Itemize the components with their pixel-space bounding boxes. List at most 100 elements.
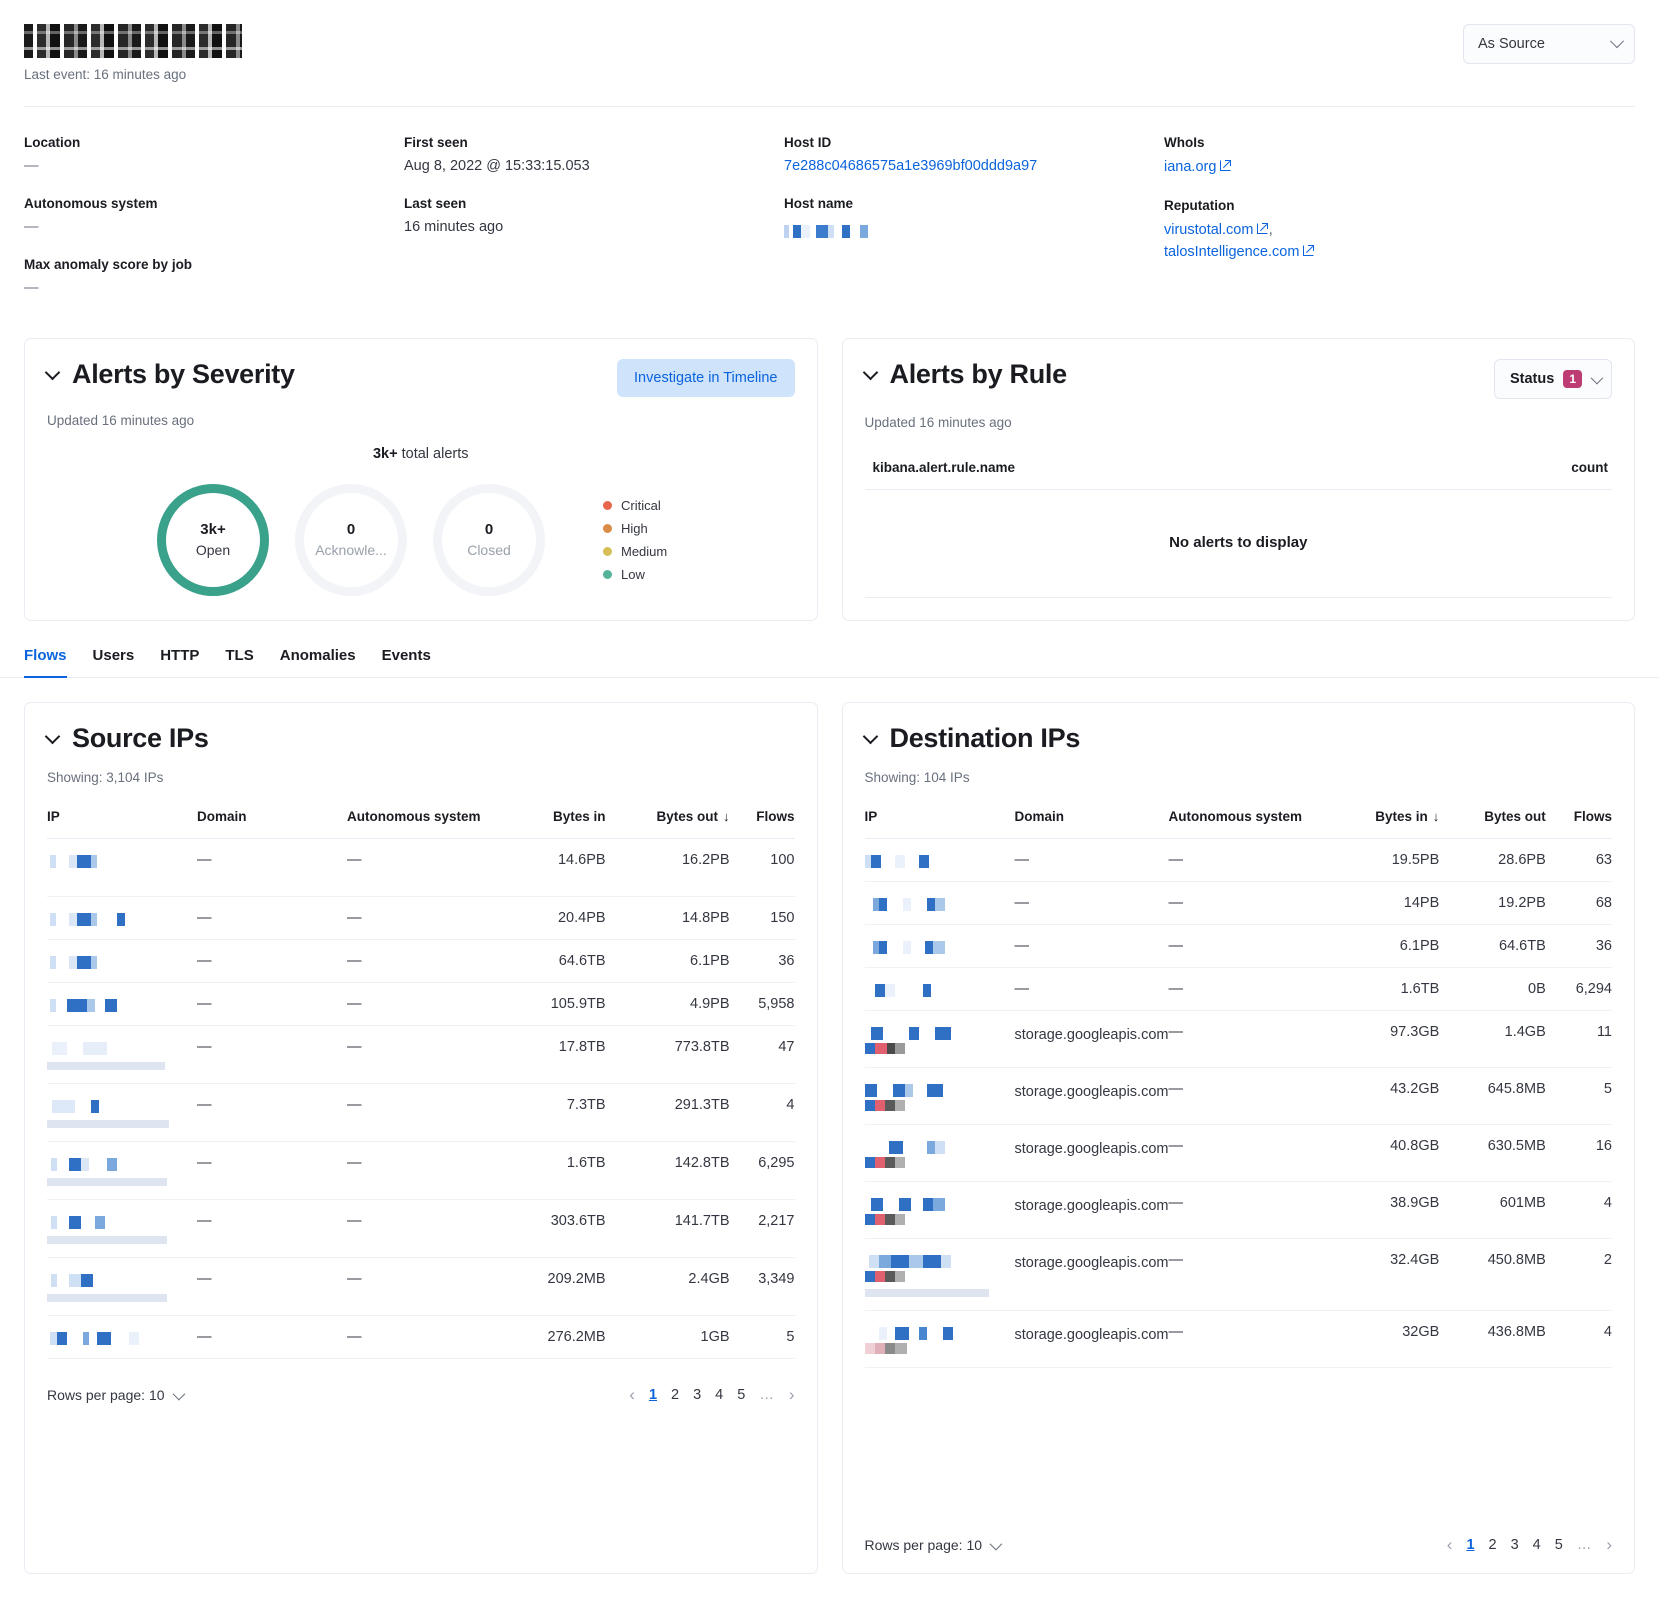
panel-title-row[interactable]: Source IPs [44, 723, 795, 754]
previous-page-button[interactable]: ‹ [1446, 1535, 1453, 1554]
table-row[interactable]: — — 19.5PB 28.6PB 63 [864, 838, 1612, 882]
page-3[interactable]: 3 [693, 1387, 702, 1403]
table-row[interactable]: — — 276.2MB 1GB 5 [47, 1315, 795, 1359]
page-1[interactable]: 1 [1466, 1537, 1475, 1553]
column-header-autonomous-system[interactable]: Autonomous system [347, 809, 507, 839]
tab-anomalies[interactable]: Anomalies [279, 647, 356, 664]
column-header-ip[interactable]: IP [864, 809, 1015, 839]
page-2[interactable]: 2 [671, 1387, 680, 1403]
table-row[interactable]: — — 303.6TB 141.7TB 2,217 [47, 1199, 795, 1258]
tab-http[interactable]: HTTP [160, 647, 200, 664]
cell-ip[interactable] [47, 1199, 197, 1258]
column-header-bytes-out[interactable]: Bytes out ↓ [605, 809, 730, 839]
page-3[interactable]: 3 [1510, 1537, 1519, 1553]
panel-title-row[interactable]: Alerts by Rule [862, 359, 1067, 390]
donut-acknowledged[interactable]: 0 Acknowle... [295, 484, 407, 596]
chevron-down-icon[interactable] [862, 728, 878, 744]
cell-ip[interactable] [47, 838, 197, 897]
panel-title-row[interactable]: Destination IPs [862, 723, 1613, 754]
column-header-domain[interactable]: Domain [197, 809, 347, 839]
chevron-down-icon[interactable] [44, 364, 61, 380]
page-4[interactable]: 4 [1532, 1537, 1541, 1553]
cell-ip[interactable] [864, 1310, 1015, 1368]
page-5[interactable]: 5 [1554, 1537, 1563, 1553]
page-5[interactable]: 5 [737, 1387, 746, 1403]
next-page-button[interactable]: › [1606, 1535, 1612, 1554]
table-row[interactable]: — — 105.9TB 4.9PB 5,958 [47, 982, 795, 1026]
whois-link[interactable]: iana.org [1164, 159, 1217, 175]
column-header-autonomous-system[interactable]: Autonomous system [1168, 809, 1329, 839]
cell-ip[interactable] [864, 838, 1015, 882]
table-row[interactable]: — — 14PB 19.2PB 68 [864, 881, 1612, 925]
tab-flows[interactable]: Flows [24, 647, 67, 678]
host-id-link[interactable]: 7e288c04686575a1e3969bf00ddd9a97 [784, 158, 1038, 174]
table-row[interactable]: — — 64.6TB 6.1PB 36 [47, 939, 795, 983]
next-page-button[interactable]: › [788, 1385, 795, 1404]
cell-ip[interactable] [47, 1083, 197, 1142]
table-row[interactable]: — — 14.6PB 16.2PB 100 [47, 838, 795, 897]
cell-ip[interactable] [864, 1124, 1015, 1182]
table-row[interactable]: storage.googleapis.com — 38.9GB 601MB 4 [864, 1181, 1612, 1239]
reputation-link-virustotal[interactable]: virustotal.com [1164, 222, 1254, 238]
cell-ip[interactable] [864, 924, 1015, 968]
donut-open[interactable]: 3k+ Open [157, 484, 269, 596]
table-row[interactable]: — — 1.6TB 0B 6,294 [864, 967, 1612, 1011]
cell-ip[interactable] [47, 982, 197, 1026]
cell-ip[interactable] [864, 1238, 1015, 1311]
cell-flows: 6,294 [1545, 967, 1612, 1011]
chevron-down-icon[interactable] [862, 364, 878, 380]
page-1[interactable]: 1 [648, 1387, 658, 1403]
table-row[interactable]: storage.googleapis.com — 32GB 436.8MB 4 [864, 1310, 1612, 1368]
reputation-link-talos[interactable]: talosIntelligence.com [1164, 244, 1300, 260]
investigate-in-timeline-button[interactable]: Investigate in Timeline [617, 359, 795, 397]
table-row[interactable]: — — 6.1PB 64.6TB 36 [864, 924, 1612, 968]
panel-title: Destination IPs [889, 723, 1081, 753]
table-row[interactable]: — — 7.3TB 291.3TB 4 [47, 1083, 795, 1142]
status-filter-button[interactable]: Status 1 [1493, 359, 1612, 399]
table-row[interactable]: storage.googleapis.com — 40.8GB 630.5MB … [864, 1124, 1612, 1182]
cell-ip[interactable] [864, 967, 1015, 1011]
column-header-bytes-in[interactable]: Bytes in ↓ [1328, 809, 1440, 839]
column-header-rule-name[interactable]: kibana.alert.rule.name [872, 460, 1016, 475]
column-header-bytes-out[interactable]: Bytes out [1439, 809, 1546, 839]
column-header-domain[interactable]: Domain [1014, 809, 1169, 839]
table-row[interactable]: storage.googleapis.com — 32.4GB 450.8MB … [864, 1238, 1612, 1311]
table-row[interactable]: — — 20.4PB 14.8PB 150 [47, 896, 795, 940]
cell-ip[interactable] [864, 881, 1015, 925]
previous-page-button[interactable]: ‹ [629, 1385, 635, 1404]
tab-events[interactable]: Events [381, 647, 431, 664]
cell-domain: — [197, 1141, 347, 1200]
column-header-flows[interactable]: Flows [729, 809, 795, 839]
table-row[interactable]: — — 209.2MB 2.4GB 3,349 [47, 1257, 795, 1316]
cell-ip[interactable] [47, 939, 197, 983]
tab-users[interactable]: Users [92, 647, 135, 664]
cell-ip[interactable] [47, 1257, 197, 1316]
cell-ip[interactable] [864, 1010, 1015, 1068]
panel-title-row[interactable]: Alerts by Severity [44, 359, 295, 390]
column-header-flows[interactable]: Flows [1545, 809, 1612, 839]
cell-ip[interactable] [47, 1025, 197, 1084]
alerts-by-rule-table: kibana.alert.rule.name count No alerts t… [864, 460, 1612, 598]
donut-closed[interactable]: 0 Closed [433, 484, 545, 596]
cell-ip[interactable] [864, 1067, 1015, 1125]
cell-ip[interactable] [47, 1141, 197, 1200]
cell-ip[interactable] [864, 1181, 1015, 1239]
column-header-ip[interactable]: IP [47, 809, 197, 839]
page-4[interactable]: 4 [715, 1387, 724, 1403]
column-header-bytes-in[interactable]: Bytes in [507, 809, 606, 839]
chevron-down-icon[interactable] [44, 728, 61, 744]
table-row[interactable]: — — 1.6TB 142.8TB 6,295 [47, 1141, 795, 1200]
tab-tls[interactable]: TLS [225, 647, 254, 664]
column-header-count[interactable]: count [1571, 460, 1608, 475]
table-row[interactable]: — — 17.8TB 773.8TB 47 [47, 1025, 795, 1084]
header-divider [24, 106, 1635, 107]
table-row[interactable]: storage.googleapis.com — 43.2GB 645.8MB … [864, 1067, 1612, 1125]
flow-target-select[interactable]: As Source [1463, 24, 1635, 64]
rows-per-page-select[interactable]: Rows per page: 10 [865, 1537, 1003, 1553]
table-row[interactable]: storage.googleapis.com — 97.3GB 1.4GB 11 [864, 1010, 1612, 1068]
cell-ip[interactable] [47, 1315, 197, 1359]
page-2[interactable]: 2 [1488, 1537, 1497, 1553]
rows-per-page-select[interactable]: Rows per page: 10 [47, 1387, 185, 1403]
cell-ip[interactable] [47, 896, 197, 940]
external-link-icon [1220, 160, 1232, 171]
